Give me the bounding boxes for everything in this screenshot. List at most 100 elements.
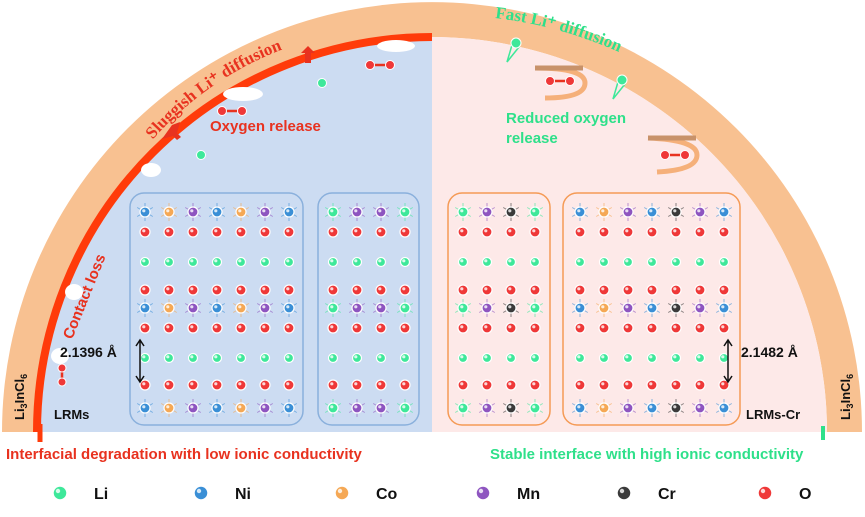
o-atom: [481, 379, 493, 391]
legend-swatch: [334, 485, 350, 501]
li-atom: [622, 256, 634, 268]
ni-atom: [646, 206, 658, 218]
li-atom: [351, 352, 363, 364]
cr-atom: [505, 206, 517, 218]
o-atom: [327, 322, 339, 334]
li-atom: [646, 256, 658, 268]
degraded-interface-layer: [33, 33, 432, 432]
li-atom: [670, 352, 682, 364]
o-atom: [457, 322, 469, 334]
o-atom: [529, 379, 541, 391]
o-atom: [399, 284, 411, 296]
li-atom: [622, 352, 634, 364]
ni-atom: [574, 402, 586, 414]
o-atom: [327, 284, 339, 296]
o-atom: [399, 322, 411, 334]
lattice-box-lrms-li2mno3: [317, 192, 420, 426]
o-atom: [375, 226, 387, 238]
li-atom: [327, 302, 339, 314]
li-atom: [399, 302, 411, 314]
ni-atom: [718, 402, 730, 414]
li-atom: [399, 352, 411, 364]
li-atom: [598, 352, 610, 364]
spacing-arrow-right: [723, 338, 733, 384]
li-atom: [259, 352, 271, 364]
ni-atom: [646, 402, 658, 414]
legend-label: Cr: [658, 486, 676, 503]
o-atom: [718, 322, 730, 334]
ni-atom: [574, 302, 586, 314]
li-atom: [283, 256, 295, 268]
legend-label: O: [799, 486, 811, 503]
li-atom: [529, 206, 541, 218]
cloud-icons: [51, 40, 415, 364]
o-atom: [351, 379, 363, 391]
li-blocked-arrow-icons: [162, 46, 315, 140]
li-atom: [259, 256, 271, 268]
li-atom: [646, 352, 658, 364]
o-atom: [235, 379, 247, 391]
li-atom: [399, 402, 411, 414]
o-atom: [574, 284, 586, 296]
legend-swatch: [757, 485, 773, 501]
co-atom: [235, 206, 247, 218]
o-atom: [187, 226, 199, 238]
o-atom: [283, 379, 295, 391]
li-atom: [163, 352, 175, 364]
o-atom: [211, 322, 223, 334]
ni-atom: [283, 402, 295, 414]
o-atom: [481, 226, 493, 238]
legend-label: Mn: [517, 486, 540, 503]
o-atom: [529, 284, 541, 296]
o-atom: [187, 322, 199, 334]
o-atom: [187, 379, 199, 391]
legend-swatch: [52, 485, 68, 501]
li-atom: [529, 352, 541, 364]
ni-atom: [646, 302, 658, 314]
o-atom: [670, 379, 682, 391]
li-atom: [718, 352, 730, 364]
mn-atom: [694, 302, 706, 314]
cr-atom: [670, 302, 682, 314]
caption-left: Interfacial degradation with low ionic c…: [6, 446, 363, 463]
o-atom: [259, 284, 271, 296]
legend-label: Li: [94, 486, 108, 503]
o-atom: [622, 284, 634, 296]
ni-atom: [283, 206, 295, 218]
mn-atom: [622, 402, 634, 414]
spacing-right: 2.1482 Å: [741, 344, 798, 360]
mn-atom: [259, 402, 271, 414]
o-atom: [139, 379, 151, 391]
mn-atom: [694, 206, 706, 218]
o-atom: [139, 322, 151, 334]
o-atom: [163, 379, 175, 391]
li-atom: [505, 352, 517, 364]
o-atom: [283, 322, 295, 334]
legend-swatch: [475, 485, 491, 501]
o-atom: [163, 226, 175, 238]
o-atom: [211, 379, 223, 391]
o-atom: [598, 284, 610, 296]
o-atom: [139, 226, 151, 238]
o-atom: [646, 322, 658, 334]
o-atom: [505, 284, 517, 296]
fast-li-ion-icon: [612, 74, 628, 100]
li-atom: [139, 256, 151, 268]
o-atom: [574, 379, 586, 391]
electrolyte-left: Li3InCl6: [12, 374, 29, 420]
o-atom: [211, 284, 223, 296]
o-atom: [622, 226, 634, 238]
li-atom: [598, 256, 610, 268]
li-atom: [211, 256, 223, 268]
o-atom: [670, 284, 682, 296]
o-atom: [399, 226, 411, 238]
li-atom: [327, 256, 339, 268]
ni-atom: [718, 206, 730, 218]
li-atom: [399, 256, 411, 268]
li-atom: [457, 402, 469, 414]
mn-atom: [187, 206, 199, 218]
legend-item-co: Co: [334, 485, 398, 503]
mn-atom: [187, 302, 199, 314]
o-atom: [529, 226, 541, 238]
